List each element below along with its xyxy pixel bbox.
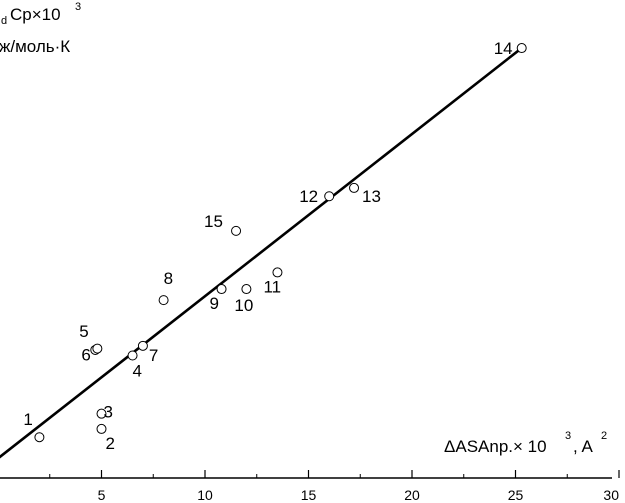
data-point bbox=[231, 225, 242, 236]
point-label: 1 bbox=[23, 410, 32, 429]
point-label: 10 bbox=[234, 296, 253, 315]
data-points bbox=[34, 43, 527, 443]
x-tick-label: 20 bbox=[404, 487, 420, 503]
point-label: 13 bbox=[362, 187, 381, 206]
data-point bbox=[516, 43, 527, 54]
point-label: 7 bbox=[149, 346, 158, 365]
x-tick-label: 5 bbox=[98, 487, 106, 503]
data-point bbox=[324, 191, 335, 202]
ylabel-line1: Cp×10 bbox=[10, 5, 61, 24]
data-point bbox=[158, 295, 169, 306]
data-point bbox=[137, 340, 148, 351]
x-tick-label: 10 bbox=[197, 487, 213, 503]
x-ticks: 5 10 15 20 25 30 bbox=[49, 470, 620, 503]
data-point bbox=[272, 267, 283, 278]
point-label: 15 bbox=[204, 212, 223, 231]
point-label: 2 bbox=[106, 434, 115, 453]
fit-line-group bbox=[0, 47, 523, 459]
data-point bbox=[92, 343, 103, 354]
point-label: 9 bbox=[210, 294, 219, 313]
point-label: 12 bbox=[299, 187, 318, 206]
x-tick-label: 25 bbox=[508, 487, 524, 503]
data-point bbox=[127, 350, 138, 361]
xlabel-sup: 3 bbox=[565, 430, 571, 442]
data-point bbox=[96, 408, 107, 419]
point-label: 14 bbox=[494, 39, 513, 58]
data-point bbox=[241, 284, 252, 295]
x-tick-label: 15 bbox=[301, 487, 317, 503]
data-point bbox=[96, 423, 107, 434]
data-point bbox=[349, 182, 360, 193]
ylabel-line2: ж/моль·К bbox=[0, 37, 70, 56]
xlabel-tail: , A bbox=[573, 437, 594, 456]
data-point bbox=[34, 432, 45, 443]
point-label: 8 bbox=[164, 269, 173, 288]
xlabel-main: ΔASAnp.× 10 bbox=[444, 437, 547, 456]
point-label: 3 bbox=[104, 403, 113, 422]
ylabel-prefix: d bbox=[1, 15, 7, 27]
point-label: 11 bbox=[263, 277, 281, 296]
xlabel-sup2: 2 bbox=[601, 430, 607, 442]
data-point bbox=[216, 284, 227, 295]
point-label: 6 bbox=[81, 346, 90, 365]
ylabel-sup: 3 bbox=[75, 1, 81, 13]
regression-line bbox=[0, 47, 523, 459]
x-tick-label: 30 bbox=[603, 487, 619, 503]
point-label: 5 bbox=[79, 322, 88, 341]
point-label: 4 bbox=[133, 362, 142, 381]
